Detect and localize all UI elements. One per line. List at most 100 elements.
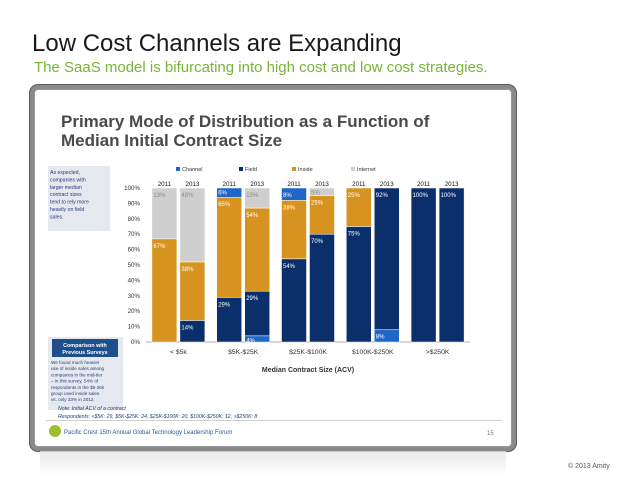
footnote-line: Note: Initial ACV of a contract (58, 406, 126, 412)
note-line: sales. (50, 214, 64, 220)
data-label: 65% (218, 202, 231, 208)
year-label: 2011 (417, 181, 431, 188)
year-label: 2011 (158, 181, 172, 188)
bar-segment-internet (179, 187, 206, 263)
x-axis-label: Median Contract Size (ACV) (262, 367, 354, 374)
note-line: tend to rely more (50, 200, 89, 206)
data-label: 14% (181, 325, 194, 331)
y-tick-label: 100% (124, 185, 140, 192)
footer-bar (46, 420, 502, 421)
legend-label: Field (245, 167, 257, 173)
comparison-line: vs. only 33% in 2012. (51, 397, 95, 402)
x-tick-label: $5K-$25K (228, 349, 259, 356)
bar-segment-inside (281, 200, 307, 260)
note-line: larger median (50, 185, 82, 191)
x-tick-label: >$250K (426, 349, 450, 356)
year-label: 2013 (380, 181, 394, 188)
y-tick-label: 10% (128, 324, 141, 331)
comparison-line: respondents in the $5-25k (51, 385, 105, 390)
comparison-line: use of inside sales among (51, 366, 105, 371)
data-label: 8% (376, 335, 385, 341)
panel-title-line2: Median Initial Contract Size (61, 131, 282, 150)
legend-swatch-internet (351, 167, 355, 171)
note-line: contract sizes (50, 192, 82, 198)
bar-segment-inside (216, 196, 242, 298)
year-label: 2011 (287, 181, 301, 188)
bar-segment-field (281, 258, 307, 343)
data-label: 48% (181, 193, 194, 199)
footer-brand: Pacific Crest 15th Annual Global Technol… (64, 430, 232, 436)
page-number: 15 (487, 431, 494, 437)
note-line: companies with (50, 177, 86, 183)
data-label: 25% (311, 201, 324, 207)
panel-static: Primary Mode of Distribution as a Functi… (46, 112, 502, 437)
bar-segment-channel (216, 187, 242, 198)
copyright-text: © 2013 Amity (568, 463, 610, 470)
data-label: 6% (218, 191, 227, 197)
year-label: 2011 (352, 181, 366, 188)
data-label: 54% (283, 264, 296, 270)
data-label: 54% (246, 213, 259, 219)
legend-label: Inside (298, 167, 313, 173)
comparison-line: companies in the mid-tier (51, 372, 103, 377)
y-tick-label: 70% (128, 231, 141, 238)
pacific-crest-logo (49, 425, 61, 437)
comparison-title-line: Previous Surveys (62, 350, 107, 356)
bar-segment-inside (346, 187, 372, 227)
bar-segment-channel (281, 187, 307, 201)
comparison-title-bar (52, 339, 118, 357)
y-tick-label: 0% (131, 339, 140, 346)
comparison-title-line: Comparison with (63, 343, 107, 349)
year-label: 2013 (186, 181, 200, 188)
x-tick-label: $100K-$250K (352, 349, 394, 356)
bar-segment-inside (179, 261, 206, 321)
data-label: 100% (441, 193, 457, 199)
bar-segment-inside (151, 238, 178, 343)
data-label: 5% (311, 191, 320, 197)
data-label: 70% (311, 239, 324, 245)
year-label: 2013 (250, 181, 264, 188)
y-tick-label: 50% (128, 262, 141, 269)
data-label: 13% (153, 193, 166, 199)
data-label: 38% (283, 205, 296, 211)
comparison-line: group used inside sales (51, 391, 100, 396)
bar-segment-internet (244, 187, 270, 209)
data-label: 29% (246, 296, 259, 302)
bar-segment-field (374, 187, 400, 330)
year-label: 2013 (445, 181, 459, 188)
bar-segment-field (410, 187, 437, 343)
y-tick-label: 20% (128, 308, 141, 315)
data-label: 25% (348, 193, 361, 199)
bar-segment-internet (309, 187, 335, 196)
y-tick-label: 60% (128, 247, 141, 254)
bar-segment-field (438, 187, 465, 343)
panel-title-line1: Primary Mode of Distribution as a Functi… (61, 112, 430, 131)
data-label: 67% (153, 244, 166, 250)
note-line: heavily on field (50, 207, 84, 213)
bar-segment-inside (309, 195, 335, 235)
comparison-line: We found much heavier (51, 360, 100, 365)
data-label: 29% (218, 302, 231, 308)
bar-segment-internet (151, 187, 178, 240)
data-label: 75% (348, 232, 361, 238)
year-label: 2013 (315, 181, 329, 188)
y-tick-label: 80% (128, 216, 141, 223)
chart-layer: Channel Field Inside Internet 0% 10% 20% 30% 40%… (124, 167, 470, 374)
slide-subtitle: The SaaS model is bifurcating into high … (34, 59, 488, 76)
note-box (48, 166, 110, 231)
year-label: 2011 (223, 181, 237, 188)
y-tick-label: 30% (128, 293, 141, 300)
legend-swatch-inside (292, 167, 296, 171)
legend-label: Channel (182, 167, 203, 173)
data-label: 13% (246, 193, 259, 199)
comparison-line: – in this survey, 54% of (51, 379, 99, 384)
legend-swatch-field (239, 167, 243, 171)
data-label: 100% (413, 193, 429, 199)
note-line: As expected, (50, 170, 80, 176)
legend-label: Internet (357, 167, 376, 173)
legend-swatch-channel (176, 167, 180, 171)
x-tick-label: $25K-$100K (289, 349, 327, 356)
data-label: 4% (246, 338, 255, 344)
y-tick-label: 40% (128, 277, 141, 284)
